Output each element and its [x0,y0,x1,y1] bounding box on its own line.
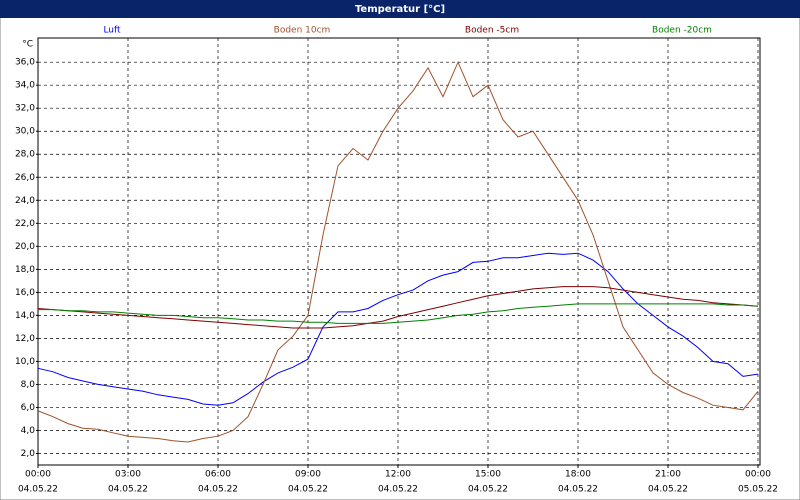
y-tick-label: 34,0 [15,81,35,91]
y-tick-label: 2,0 [21,449,36,459]
series-line [37,286,759,329]
title-bar [0,0,800,18]
x-tick-date: 04.05.22 [288,485,328,495]
y-tick-label: 24,0 [15,196,35,206]
legend-entry: Luft [103,26,121,36]
x-tick-date: 04.05.22 [198,485,238,495]
y-tick-label: 36,0 [15,58,35,68]
chart-title: Temperatur [°C] [355,4,445,15]
y-tick-label: 12,0 [15,334,35,344]
y-tick-label: 6,0 [21,403,36,413]
y-tick-label: 30,0 [15,127,35,137]
plot-area [37,37,761,466]
y-tick-label: 16,0 [15,288,35,298]
x-tick-label: 00:00 [25,470,51,480]
x-tick-label: 03:00 [115,470,141,480]
legend-entry: Boden -20cm [652,26,712,36]
x-tick-date: 04.05.22 [18,485,58,495]
series-line [37,60,759,443]
y-tick-label: 20,0 [15,242,35,252]
y-tick-label: 4,0 [21,426,36,436]
x-tick-label: 00:00 [745,470,771,480]
legend-entry: Boden 10cm [274,26,331,36]
y-tick-label: 22,0 [15,219,35,229]
x-tick-label: 18:00 [565,470,591,480]
x-tick-date: 04.05.22 [468,485,508,495]
x-tick-date: 04.05.22 [558,485,598,495]
y-tick-label: 8,0 [21,380,36,390]
x-tick-label: 06:00 [205,470,231,480]
y-tick-label: 10,0 [15,357,35,367]
legend-entry: Boden -5cm [465,26,519,36]
x-tick-date: 04.05.22 [378,485,418,495]
y-tick-label: 18,0 [15,265,35,275]
x-tick-date: 05.05.22 [738,485,778,495]
y-tick-label: 28,0 [15,150,35,160]
x-tick-date: 04.05.22 [648,485,688,495]
x-tick-label: 15:00 [475,470,501,480]
x-tick-label: 21:00 [655,470,681,480]
y-tick-label: 14,0 [15,311,35,321]
y-unit: °C [22,40,33,50]
y-tick-label: 32,0 [15,104,35,114]
x-tick-label: 12:00 [385,470,411,480]
y-tick-label: 26,0 [15,173,35,183]
x-tick-label: 09:00 [295,470,321,480]
x-tick-date: 04.05.22 [108,485,148,495]
series-line [38,303,759,324]
